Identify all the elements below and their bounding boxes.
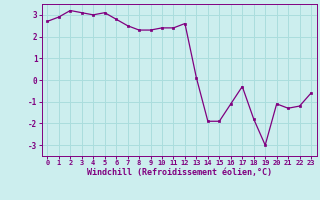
X-axis label: Windchill (Refroidissement éolien,°C): Windchill (Refroidissement éolien,°C) bbox=[87, 168, 272, 177]
